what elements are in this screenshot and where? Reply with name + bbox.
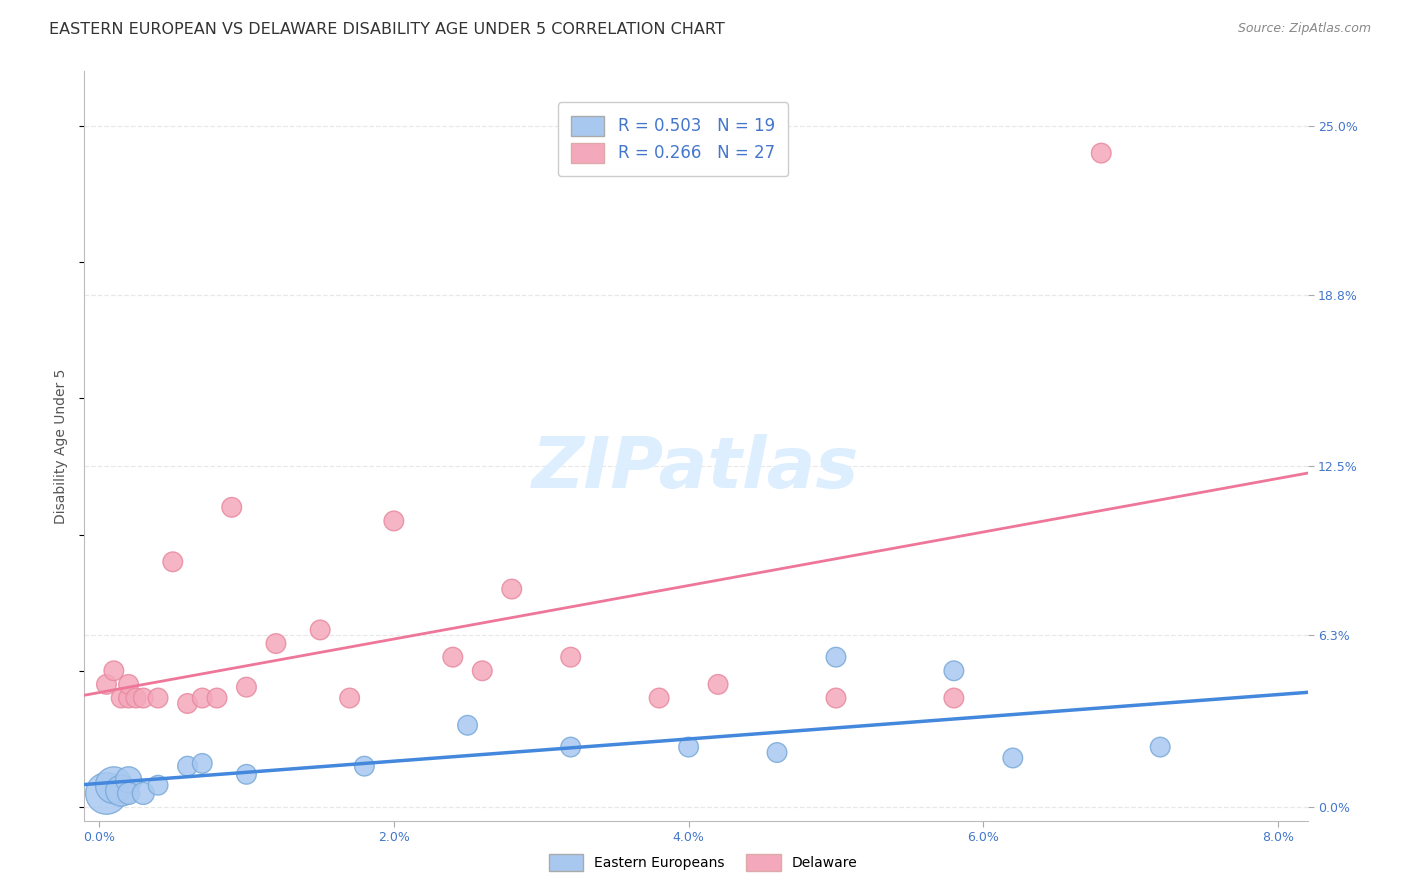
Point — [560, 740, 582, 755]
Point — [235, 680, 257, 694]
Point — [825, 691, 848, 706]
Point — [96, 677, 118, 691]
Point — [353, 759, 375, 773]
Point — [103, 778, 125, 792]
Point — [441, 650, 464, 665]
Point — [339, 691, 361, 706]
Point — [382, 514, 405, 528]
Point — [825, 650, 848, 665]
Y-axis label: Disability Age Under 5: Disability Age Under 5 — [55, 368, 69, 524]
Text: Source: ZipAtlas.com: Source: ZipAtlas.com — [1237, 22, 1371, 36]
Text: EASTERN EUROPEAN VS DELAWARE DISABILITY AGE UNDER 5 CORRELATION CHART: EASTERN EUROPEAN VS DELAWARE DISABILITY … — [49, 22, 725, 37]
Point — [471, 664, 494, 678]
Point — [146, 691, 169, 706]
Point — [117, 772, 139, 787]
Point — [191, 756, 214, 771]
Legend: R = 0.503   N = 19, R = 0.266   N = 27: R = 0.503 N = 19, R = 0.266 N = 27 — [558, 103, 787, 177]
Point — [96, 786, 118, 800]
Point — [942, 664, 965, 678]
Point — [942, 691, 965, 706]
Point — [162, 555, 184, 569]
Point — [176, 759, 198, 773]
Point — [1149, 740, 1171, 755]
Legend: Eastern Europeans, Delaware: Eastern Europeans, Delaware — [543, 848, 863, 876]
Point — [117, 786, 139, 800]
Point — [1090, 146, 1112, 161]
Point — [766, 746, 789, 760]
Point — [176, 697, 198, 711]
Point — [1001, 751, 1024, 765]
Point — [457, 718, 479, 732]
Point — [103, 664, 125, 678]
Point — [117, 691, 139, 706]
Point — [309, 623, 332, 637]
Point — [125, 691, 148, 706]
Point — [501, 582, 523, 596]
Point — [264, 636, 287, 650]
Point — [205, 691, 228, 706]
Point — [110, 783, 132, 797]
Point — [560, 650, 582, 665]
Point — [221, 500, 243, 515]
Point — [707, 677, 730, 691]
Point — [110, 691, 132, 706]
Point — [117, 677, 139, 691]
Point — [678, 740, 700, 755]
Point — [146, 778, 169, 792]
Point — [132, 691, 155, 706]
Point — [132, 786, 155, 800]
Text: ZIPatlas: ZIPatlas — [533, 434, 859, 503]
Point — [191, 691, 214, 706]
Point — [235, 767, 257, 781]
Point — [648, 691, 671, 706]
